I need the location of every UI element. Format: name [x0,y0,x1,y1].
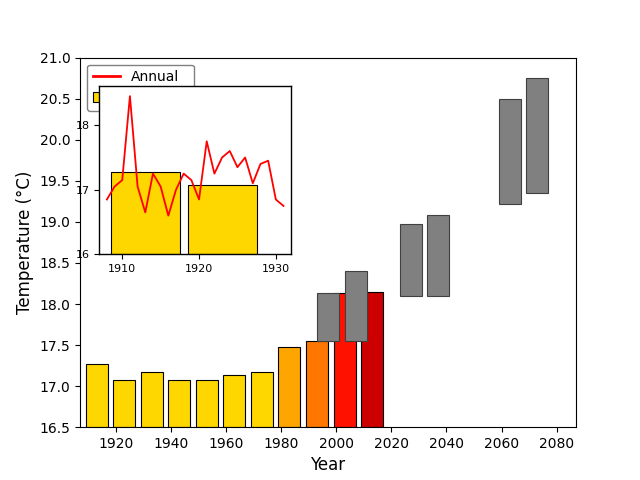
Bar [168,380,190,427]
Bar [499,99,521,204]
Bar [141,372,163,427]
Bar [526,78,548,193]
Bar [399,224,422,296]
Y-axis label: Temperature (°C): Temperature (°C) [16,171,34,314]
Bar [111,172,180,254]
Bar [251,372,273,427]
Bar [427,216,449,296]
Bar [306,341,328,427]
Bar [188,185,257,254]
Bar [361,292,383,427]
X-axis label: Year: Year [310,456,346,474]
Legend: Annual, Decadal: Annual, Decadal [87,64,194,110]
Bar [317,293,339,341]
Bar [86,364,108,427]
Bar [333,293,356,427]
Bar [113,380,135,427]
Bar [223,375,245,427]
Bar [278,347,300,427]
Bar [344,271,367,341]
Bar [196,380,218,427]
